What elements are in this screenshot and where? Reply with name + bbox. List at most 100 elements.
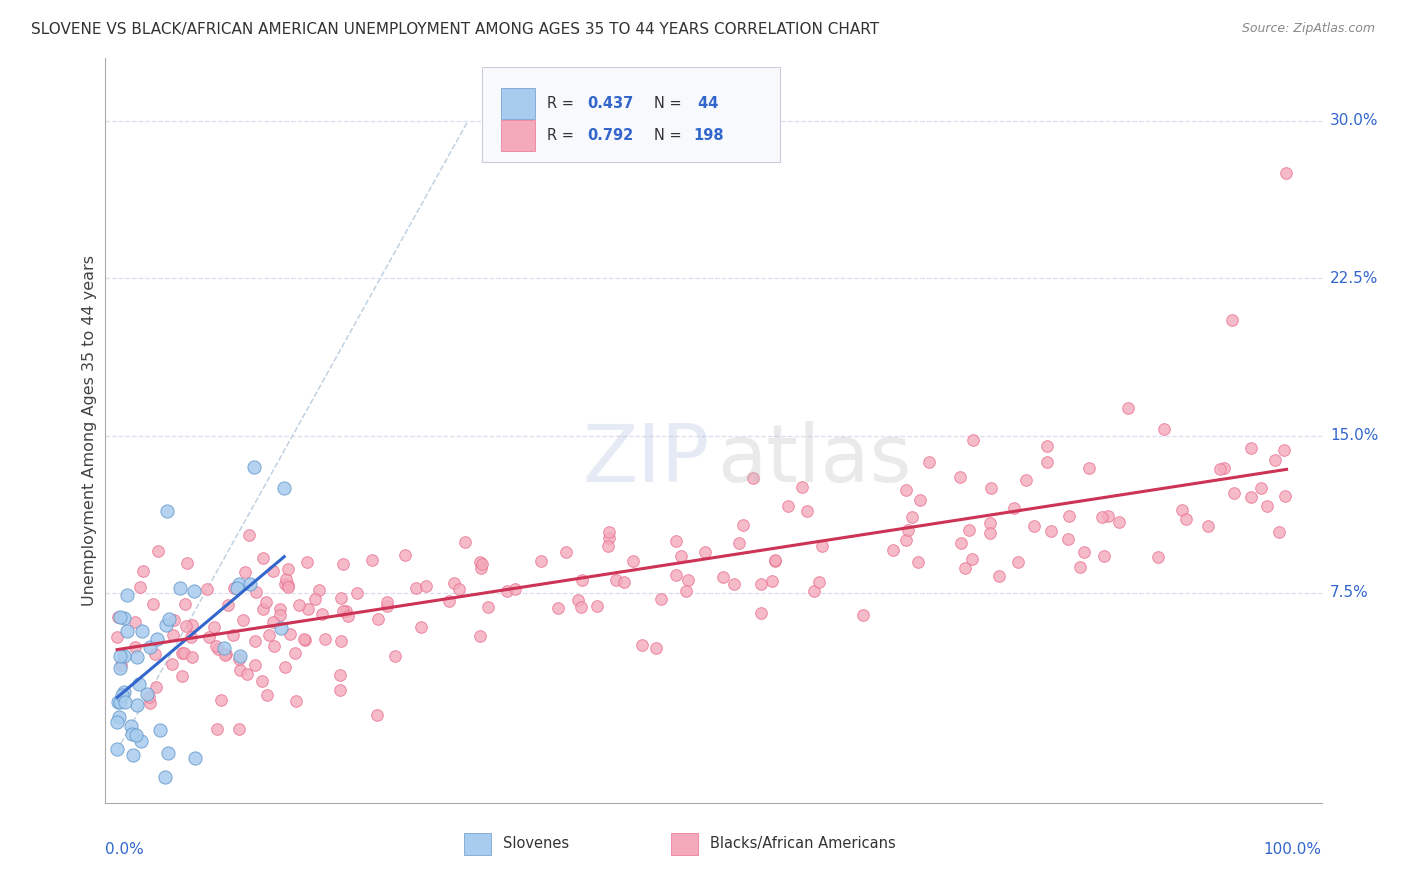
Point: [910, 493, 932, 508]
Point: [953, 561, 976, 575]
Point: [897, 523, 920, 537]
Point: [128, 580, 150, 594]
Point: [108, 609, 131, 624]
Point: [105, 715, 128, 730]
Point: [1209, 462, 1232, 476]
Point: [149, 723, 172, 737]
Point: [143, 647, 166, 661]
Point: [160, 657, 183, 671]
Point: [117, 624, 139, 639]
Point: [269, 602, 291, 616]
Point: [471, 557, 494, 571]
Text: 15.0%: 15.0%: [1330, 428, 1378, 443]
Point: [555, 545, 578, 559]
Point: [727, 536, 749, 550]
Point: [366, 707, 388, 722]
Point: [695, 545, 717, 559]
Point: [129, 733, 152, 747]
Point: [375, 595, 398, 609]
Point: [169, 582, 191, 596]
Point: [980, 481, 1002, 495]
Point: [790, 480, 813, 494]
Point: [132, 564, 155, 578]
Point: [252, 602, 274, 616]
Point: [918, 455, 941, 469]
Point: [105, 631, 128, 645]
Point: [613, 574, 636, 589]
Point: [228, 651, 250, 665]
Point: [1153, 422, 1175, 436]
Text: SLOVENE VS BLACK/AFRICAN AMERICAN UNEMPLOYMENT AMONG AGES 35 TO 44 YEARS CORRELA: SLOVENE VS BLACK/AFRICAN AMERICAN UNEMPL…: [31, 22, 879, 37]
Point: [901, 510, 924, 524]
Point: [124, 615, 146, 629]
Bar: [501, 120, 534, 151]
Point: [1239, 441, 1261, 455]
Point: [443, 575, 465, 590]
Point: [1036, 455, 1059, 469]
Point: [277, 580, 299, 594]
Point: [288, 598, 311, 612]
Text: 0.437: 0.437: [588, 96, 633, 111]
Point: [1250, 481, 1272, 495]
Point: [621, 554, 644, 568]
Point: [148, 543, 170, 558]
Text: 44: 44: [693, 96, 718, 111]
Point: [1268, 525, 1291, 540]
Point: [229, 663, 252, 677]
Point: [114, 695, 136, 709]
Point: [176, 556, 198, 570]
Point: [778, 500, 800, 514]
Point: [598, 531, 620, 545]
Text: Source: ZipAtlas.com: Source: ZipAtlas.com: [1241, 22, 1375, 36]
Point: [1024, 519, 1046, 533]
Point: [125, 698, 148, 713]
Point: [796, 503, 818, 517]
Point: [138, 690, 160, 704]
Point: [284, 646, 307, 660]
Point: [1092, 549, 1115, 563]
Point: [229, 648, 252, 663]
Point: [228, 576, 250, 591]
Point: [222, 628, 245, 642]
Point: [571, 574, 593, 588]
Point: [308, 582, 330, 597]
Point: [131, 624, 153, 639]
Point: [1007, 555, 1029, 569]
Text: 0.792: 0.792: [588, 128, 633, 143]
Point: [170, 646, 193, 660]
Point: [274, 659, 297, 673]
Point: [252, 550, 274, 565]
Point: [254, 595, 277, 609]
Point: [243, 633, 266, 648]
Point: [214, 647, 236, 661]
Point: [110, 658, 132, 673]
Point: [437, 594, 460, 608]
Point: [1220, 313, 1243, 327]
Point: [245, 657, 267, 672]
Point: [1108, 515, 1130, 529]
Point: [121, 726, 143, 740]
Point: [269, 607, 291, 622]
Point: [453, 534, 475, 549]
Point: [569, 600, 592, 615]
Point: [675, 584, 697, 599]
Point: [1264, 452, 1286, 467]
Point: [125, 728, 148, 742]
Point: [335, 604, 357, 618]
Point: [202, 620, 225, 634]
Point: [195, 582, 218, 597]
Point: [205, 723, 228, 737]
Point: [125, 649, 148, 664]
Point: [598, 540, 620, 554]
Point: [155, 770, 177, 784]
Point: [112, 611, 135, 625]
Text: ZIP: ZIP: [582, 421, 710, 500]
Point: [741, 471, 763, 485]
Point: [107, 710, 129, 724]
Point: [530, 554, 553, 568]
Point: [304, 591, 326, 606]
Point: [665, 567, 688, 582]
Point: [297, 601, 319, 615]
Point: [263, 639, 285, 653]
Point: [233, 565, 256, 579]
